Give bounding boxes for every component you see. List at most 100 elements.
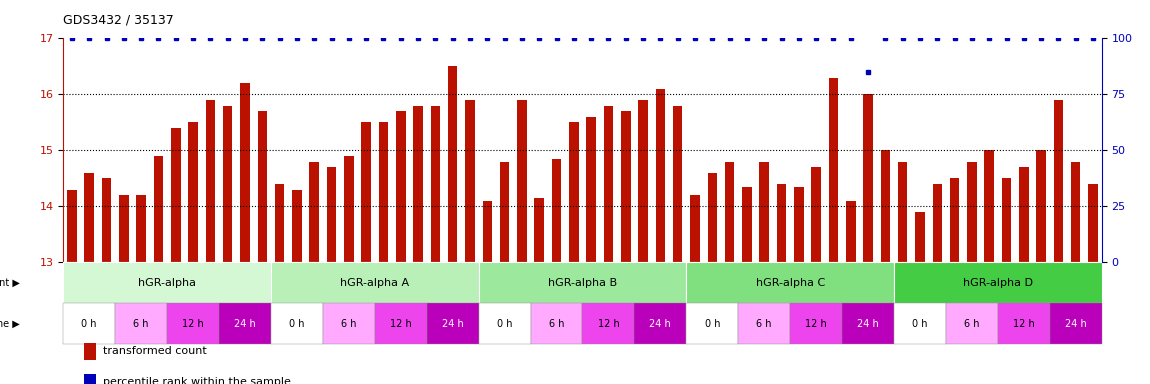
Text: GDS3432 / 35137: GDS3432 / 35137 — [63, 14, 174, 27]
Text: agent ▶: agent ▶ — [0, 278, 20, 288]
Text: transformed count: transformed count — [102, 346, 207, 356]
Bar — [483, 201, 492, 263]
Bar — [344, 156, 353, 263]
Bar — [530, 303, 583, 344]
Bar — [586, 117, 596, 263]
Bar — [915, 212, 925, 263]
Bar — [946, 303, 998, 344]
Bar — [271, 303, 323, 344]
Text: 0 h: 0 h — [289, 319, 305, 329]
Text: 12 h: 12 h — [598, 319, 620, 329]
Bar — [223, 106, 232, 263]
Bar — [1088, 184, 1098, 263]
Bar — [998, 303, 1050, 344]
Bar — [427, 303, 478, 344]
Bar — [793, 187, 804, 263]
Bar — [950, 179, 959, 263]
Text: 0 h: 0 h — [912, 319, 928, 329]
Bar — [67, 190, 77, 263]
Text: 24 h: 24 h — [650, 319, 672, 329]
Bar — [120, 195, 129, 263]
Bar — [1071, 162, 1081, 263]
Bar — [894, 303, 946, 344]
Text: 24 h: 24 h — [442, 319, 463, 329]
Text: 0 h: 0 h — [82, 319, 97, 329]
Bar — [621, 111, 630, 263]
Bar — [776, 184, 787, 263]
Text: 6 h: 6 h — [549, 319, 565, 329]
Bar — [240, 83, 250, 263]
Text: hGR-alpha D: hGR-alpha D — [963, 278, 1033, 288]
Text: 6 h: 6 h — [757, 319, 772, 329]
Bar — [327, 167, 336, 263]
Text: hGR-alpha: hGR-alpha — [138, 278, 197, 288]
Bar — [292, 190, 301, 263]
Bar — [842, 303, 894, 344]
Text: 6 h: 6 h — [964, 319, 980, 329]
Bar — [271, 263, 478, 303]
Text: 24 h: 24 h — [857, 319, 879, 329]
Bar — [552, 159, 561, 263]
Bar — [189, 122, 198, 263]
Bar — [518, 100, 527, 263]
Bar — [413, 106, 423, 263]
Bar — [967, 162, 976, 263]
Bar — [724, 162, 735, 263]
Bar — [309, 162, 319, 263]
Bar — [361, 122, 371, 263]
Bar — [569, 122, 578, 263]
Text: 12 h: 12 h — [805, 319, 827, 329]
Text: 6 h: 6 h — [342, 319, 356, 329]
Bar — [583, 303, 635, 344]
Text: 12 h: 12 h — [182, 319, 204, 329]
Bar — [275, 184, 284, 263]
Bar — [687, 263, 894, 303]
Bar — [864, 94, 873, 263]
Bar — [881, 151, 890, 263]
Bar — [375, 303, 427, 344]
Bar — [396, 111, 406, 263]
Text: hGR-alpha A: hGR-alpha A — [340, 278, 409, 288]
Bar — [846, 201, 856, 263]
Bar — [115, 303, 167, 344]
Text: 6 h: 6 h — [133, 319, 148, 329]
Bar — [478, 303, 530, 344]
Bar — [1053, 100, 1064, 263]
Bar — [84, 374, 97, 384]
Bar — [738, 303, 790, 344]
Bar — [478, 263, 687, 303]
Bar — [742, 187, 752, 263]
Bar — [635, 303, 687, 344]
Bar — [1002, 179, 1011, 263]
Bar — [171, 128, 181, 263]
Bar — [447, 66, 458, 263]
Bar — [378, 122, 389, 263]
Bar — [687, 303, 738, 344]
Bar — [63, 303, 115, 344]
Bar — [656, 89, 665, 263]
Bar — [466, 100, 475, 263]
Bar — [137, 195, 146, 263]
Bar — [984, 151, 994, 263]
Text: 12 h: 12 h — [1013, 319, 1035, 329]
Bar — [790, 303, 842, 344]
Text: hGR-alpha C: hGR-alpha C — [756, 278, 825, 288]
Bar — [604, 106, 613, 263]
Bar — [894, 263, 1102, 303]
Bar — [218, 303, 271, 344]
Bar — [154, 156, 163, 263]
Bar — [84, 173, 94, 263]
Text: 0 h: 0 h — [705, 319, 720, 329]
Bar — [898, 162, 907, 263]
Bar — [323, 303, 375, 344]
Bar — [673, 106, 682, 263]
Bar — [759, 162, 769, 263]
Bar — [63, 263, 271, 303]
Bar — [84, 343, 97, 360]
Bar — [933, 184, 942, 263]
Bar — [707, 173, 718, 263]
Text: hGR-alpha B: hGR-alpha B — [547, 278, 618, 288]
Bar — [430, 106, 440, 263]
Bar — [1036, 151, 1045, 263]
Bar — [535, 198, 544, 263]
